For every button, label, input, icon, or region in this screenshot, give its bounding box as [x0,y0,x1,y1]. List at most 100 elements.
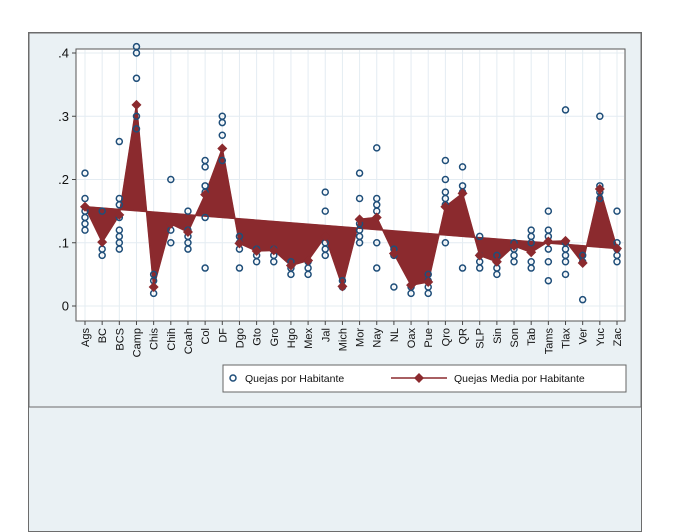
scatter-point [372,144,381,152]
scatter-point [441,175,450,184]
mean-marker [234,238,245,249]
x-tick-label: Son [509,328,521,348]
mean-marker [457,188,468,199]
mean-marker [423,276,434,287]
scatter-point [561,270,570,279]
scatter-point [132,112,141,120]
x-tick-label: NL [389,328,401,342]
scatter-point [544,207,553,215]
y-tick-label: 0 [62,299,69,314]
scatter-point [613,257,621,266]
mean-marker [388,248,399,259]
x-tick-label: Mex [303,328,315,349]
mean-marker [440,201,451,212]
scatter-point [355,239,364,247]
scatter-point [544,276,553,285]
mean-marker [406,280,417,291]
scatter-point [596,194,604,203]
scatter-point [493,270,501,279]
scatter-point [184,207,192,215]
mean-marker [560,235,571,246]
mean-marker [491,256,502,267]
legend-label-quejas: Quejas por Habitante [245,373,344,385]
mean-marker [114,209,125,220]
legend-circle-icon [229,374,237,382]
scatter-point [407,289,415,298]
scatter-point [201,213,209,222]
scatter-point [321,207,330,215]
scatter-point [132,49,141,57]
scatter-point [132,74,141,83]
y-axis: 0 .1 .2 .3 .4 [58,46,76,314]
scatter-point [81,169,89,177]
x-tick-label: Coah [183,328,195,354]
y-tick-label: .2 [58,172,69,187]
scatter-point [252,257,261,266]
scatter-point [167,239,175,247]
scatter-point [355,169,364,177]
x-tick-label: Mor [355,328,367,347]
scatter-point [321,188,330,196]
x-tick-label: Ver [578,328,590,345]
mean-marker [148,282,159,293]
mean-marker [165,218,176,229]
x-tick-label: Tams [543,328,555,355]
mean-markers [80,99,622,293]
scatter-point [115,137,124,146]
mean-marker [320,231,331,242]
mean-marker [371,212,382,223]
mean-marker [354,214,365,225]
legend: Quejas por Habitante Quejas Media por Ha… [222,364,627,393]
scatter-point [372,239,381,247]
scatter-point [561,106,570,114]
scatter-point [458,163,467,171]
scatter-point [218,118,227,127]
mean-marker [182,226,193,237]
mean-marker [251,245,262,256]
scatter-point [235,264,244,272]
scatter-point [510,257,518,266]
scatter-points [81,42,621,304]
scatter-point [578,295,587,304]
mean-marker [217,143,228,154]
mean-marker [131,99,142,110]
scatter-point [561,257,570,266]
scatter-point [132,125,141,133]
scatter-point [613,207,621,215]
x-tick-label: Ags [80,328,92,347]
x-tick-label: Hgo [286,328,298,348]
scatter-point [201,264,209,272]
x-tick-label: QR [458,328,470,345]
scatter-point [98,251,106,260]
x-tick-label: Tab [526,328,538,346]
scatter-point [81,226,89,234]
x-tick-label: Dgo [234,328,246,348]
mean-marker [200,189,211,200]
scatter-point [527,239,535,247]
mean-marker [526,247,537,258]
legend-label-media: Quejas Media por Habitante [454,373,585,385]
x-tick-label: Gro [269,328,281,346]
x-tick-label: BC [97,328,109,343]
scatter-point [201,163,209,171]
x-tick-label: Jal [320,328,332,342]
x-tick-label: Chis [149,328,161,351]
x-tick-label: DF [217,328,229,343]
scatter-point [115,201,124,209]
scatter-point [544,257,553,266]
x-tick-label: Tlax [561,328,573,349]
x-tick-label: Camp [131,328,143,357]
x-tick-label: Oax [406,328,418,349]
scatter-point [475,264,484,272]
mean-marker [303,255,314,266]
scatter-point [218,156,227,165]
mean-marker [577,257,588,268]
mean-marker [80,201,90,212]
plot-area [75,48,626,322]
legend-diamond-icon [414,373,424,383]
scatter-point [441,239,450,247]
mean-marker [474,250,485,261]
mean-marker [285,260,296,271]
x-tick-label: Sin [492,328,504,344]
scatter-point [184,245,192,253]
